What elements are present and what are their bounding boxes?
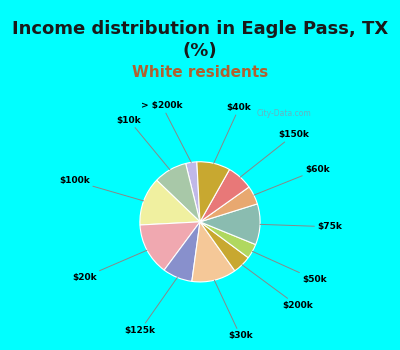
Text: $75k: $75k: [260, 222, 342, 231]
Wedge shape: [200, 187, 257, 222]
Text: $200k: $200k: [242, 265, 313, 310]
Wedge shape: [140, 222, 200, 270]
Text: $100k: $100k: [59, 176, 144, 201]
Text: $50k: $50k: [252, 251, 327, 284]
Text: $10k: $10k: [117, 116, 170, 170]
Wedge shape: [140, 180, 200, 225]
Wedge shape: [197, 162, 230, 222]
Text: > $200k: > $200k: [141, 102, 191, 162]
Text: Income distribution in Eagle Pass, TX
(%): Income distribution in Eagle Pass, TX (%…: [12, 20, 388, 60]
Wedge shape: [200, 222, 256, 258]
Text: $30k: $30k: [214, 280, 252, 340]
Wedge shape: [186, 162, 200, 222]
Text: White residents: White residents: [132, 65, 268, 80]
Wedge shape: [200, 204, 260, 245]
Text: $150k: $150k: [240, 130, 309, 177]
Text: $40k: $40k: [214, 103, 252, 163]
Text: City-Data.com: City-Data.com: [257, 109, 312, 118]
Wedge shape: [200, 169, 249, 222]
Text: $125k: $125k: [125, 278, 177, 335]
Wedge shape: [157, 163, 200, 222]
Wedge shape: [164, 222, 200, 281]
Wedge shape: [192, 222, 235, 282]
Text: $60k: $60k: [254, 165, 330, 195]
Wedge shape: [200, 222, 248, 271]
Text: $20k: $20k: [72, 250, 147, 282]
